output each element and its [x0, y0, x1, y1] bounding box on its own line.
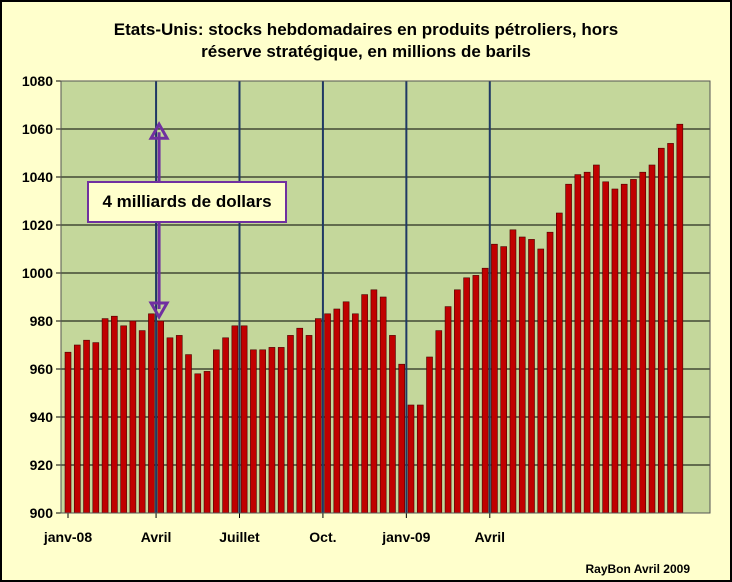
x-tick-label: janv-09	[381, 529, 430, 545]
bar	[416, 404, 424, 514]
bar	[64, 351, 72, 514]
bar	[129, 320, 137, 514]
bar	[203, 371, 211, 514]
bar	[639, 171, 647, 514]
y-axis-ticks: 900 920 940 960 980 1000 1020 1040 1060 1080	[22, 73, 61, 521]
bar	[83, 339, 90, 514]
y-tick-label: 1020	[22, 217, 53, 233]
x-axis-ticks: janv-08 Avril Juillet Oct. janv-09 Avril	[43, 513, 505, 545]
bar	[528, 239, 535, 514]
bar	[667, 143, 674, 514]
arrow-head-up	[148, 121, 170, 140]
bar	[500, 246, 507, 514]
bar	[398, 363, 406, 514]
bar	[565, 183, 572, 514]
bar	[305, 335, 313, 514]
bar	[259, 349, 266, 514]
bar	[379, 296, 387, 514]
bar	[556, 212, 563, 514]
bar	[185, 354, 192, 514]
y-tick-label: 940	[30, 409, 54, 425]
bar	[370, 289, 378, 514]
y-tick-label: 1040	[22, 169, 53, 185]
y-tick-label: 920	[30, 457, 54, 473]
month-dividers	[155, 81, 491, 513]
bar	[268, 347, 276, 514]
title-line-1: Etats-Unis: stocks hebdomadaires en prod…	[113, 20, 619, 39]
bar	[166, 337, 174, 514]
x-tick-label: Avril	[141, 529, 172, 545]
bar	[148, 313, 155, 514]
bar	[491, 243, 498, 514]
bar	[352, 313, 359, 514]
bar	[296, 327, 304, 514]
bar	[537, 248, 545, 514]
bar	[175, 335, 183, 514]
annotation-box: 4 milliards de dollars	[87, 181, 287, 223]
bar	[73, 344, 81, 514]
bar	[611, 188, 619, 514]
bar	[222, 337, 229, 514]
bar	[314, 318, 322, 514]
chart-title: Etats-Unis: stocks hebdomadaires en prod…	[2, 19, 730, 63]
bar	[240, 325, 248, 514]
bar	[435, 330, 443, 514]
bar	[194, 373, 202, 514]
bar	[574, 174, 582, 514]
bar	[157, 320, 164, 514]
x-tick-label: janv-08	[43, 529, 92, 545]
y-tick-label: 1000	[22, 265, 53, 281]
bar	[92, 342, 100, 514]
bar	[472, 275, 480, 514]
bar	[602, 181, 609, 514]
bar	[407, 404, 415, 514]
bar	[593, 164, 600, 514]
bar	[333, 308, 341, 514]
bar	[231, 325, 239, 514]
title-line-2: réserve stratégique, en millions de bari…	[201, 42, 531, 61]
y-tick-label: 1080	[22, 73, 53, 89]
bar	[138, 330, 146, 514]
bar	[361, 294, 368, 514]
x-tick-label: Oct.	[309, 529, 336, 545]
bar	[426, 356, 433, 514]
bar	[481, 267, 489, 514]
bar	[583, 171, 591, 514]
bar	[444, 306, 452, 514]
credit-label: RayBon Avril 2009	[585, 562, 691, 576]
arrow-head-down	[148, 301, 170, 321]
bar	[287, 335, 294, 514]
bar	[518, 236, 526, 514]
bar	[324, 313, 331, 514]
bar	[509, 229, 517, 514]
bar	[546, 231, 554, 514]
bar	[277, 347, 285, 514]
x-tick-label: Juillet	[219, 529, 260, 545]
bar	[630, 179, 637, 514]
plot-border	[60, 80, 711, 514]
y-tick-label: 960	[30, 361, 54, 377]
y-tick-label: 1060	[22, 121, 53, 137]
bar	[250, 349, 257, 514]
y-tick-label: 900	[30, 505, 54, 521]
x-tick-label: Avril	[474, 529, 505, 545]
bar	[620, 183, 628, 514]
bar	[120, 325, 127, 514]
bar	[213, 349, 220, 514]
bar	[657, 147, 665, 514]
bar	[342, 301, 350, 514]
bar	[676, 123, 684, 514]
bar	[454, 289, 461, 514]
bar	[389, 335, 396, 514]
y-tick-label: 980	[30, 313, 54, 329]
bar	[101, 318, 109, 514]
bar	[111, 315, 118, 514]
bar	[463, 277, 470, 514]
bar	[648, 164, 656, 514]
